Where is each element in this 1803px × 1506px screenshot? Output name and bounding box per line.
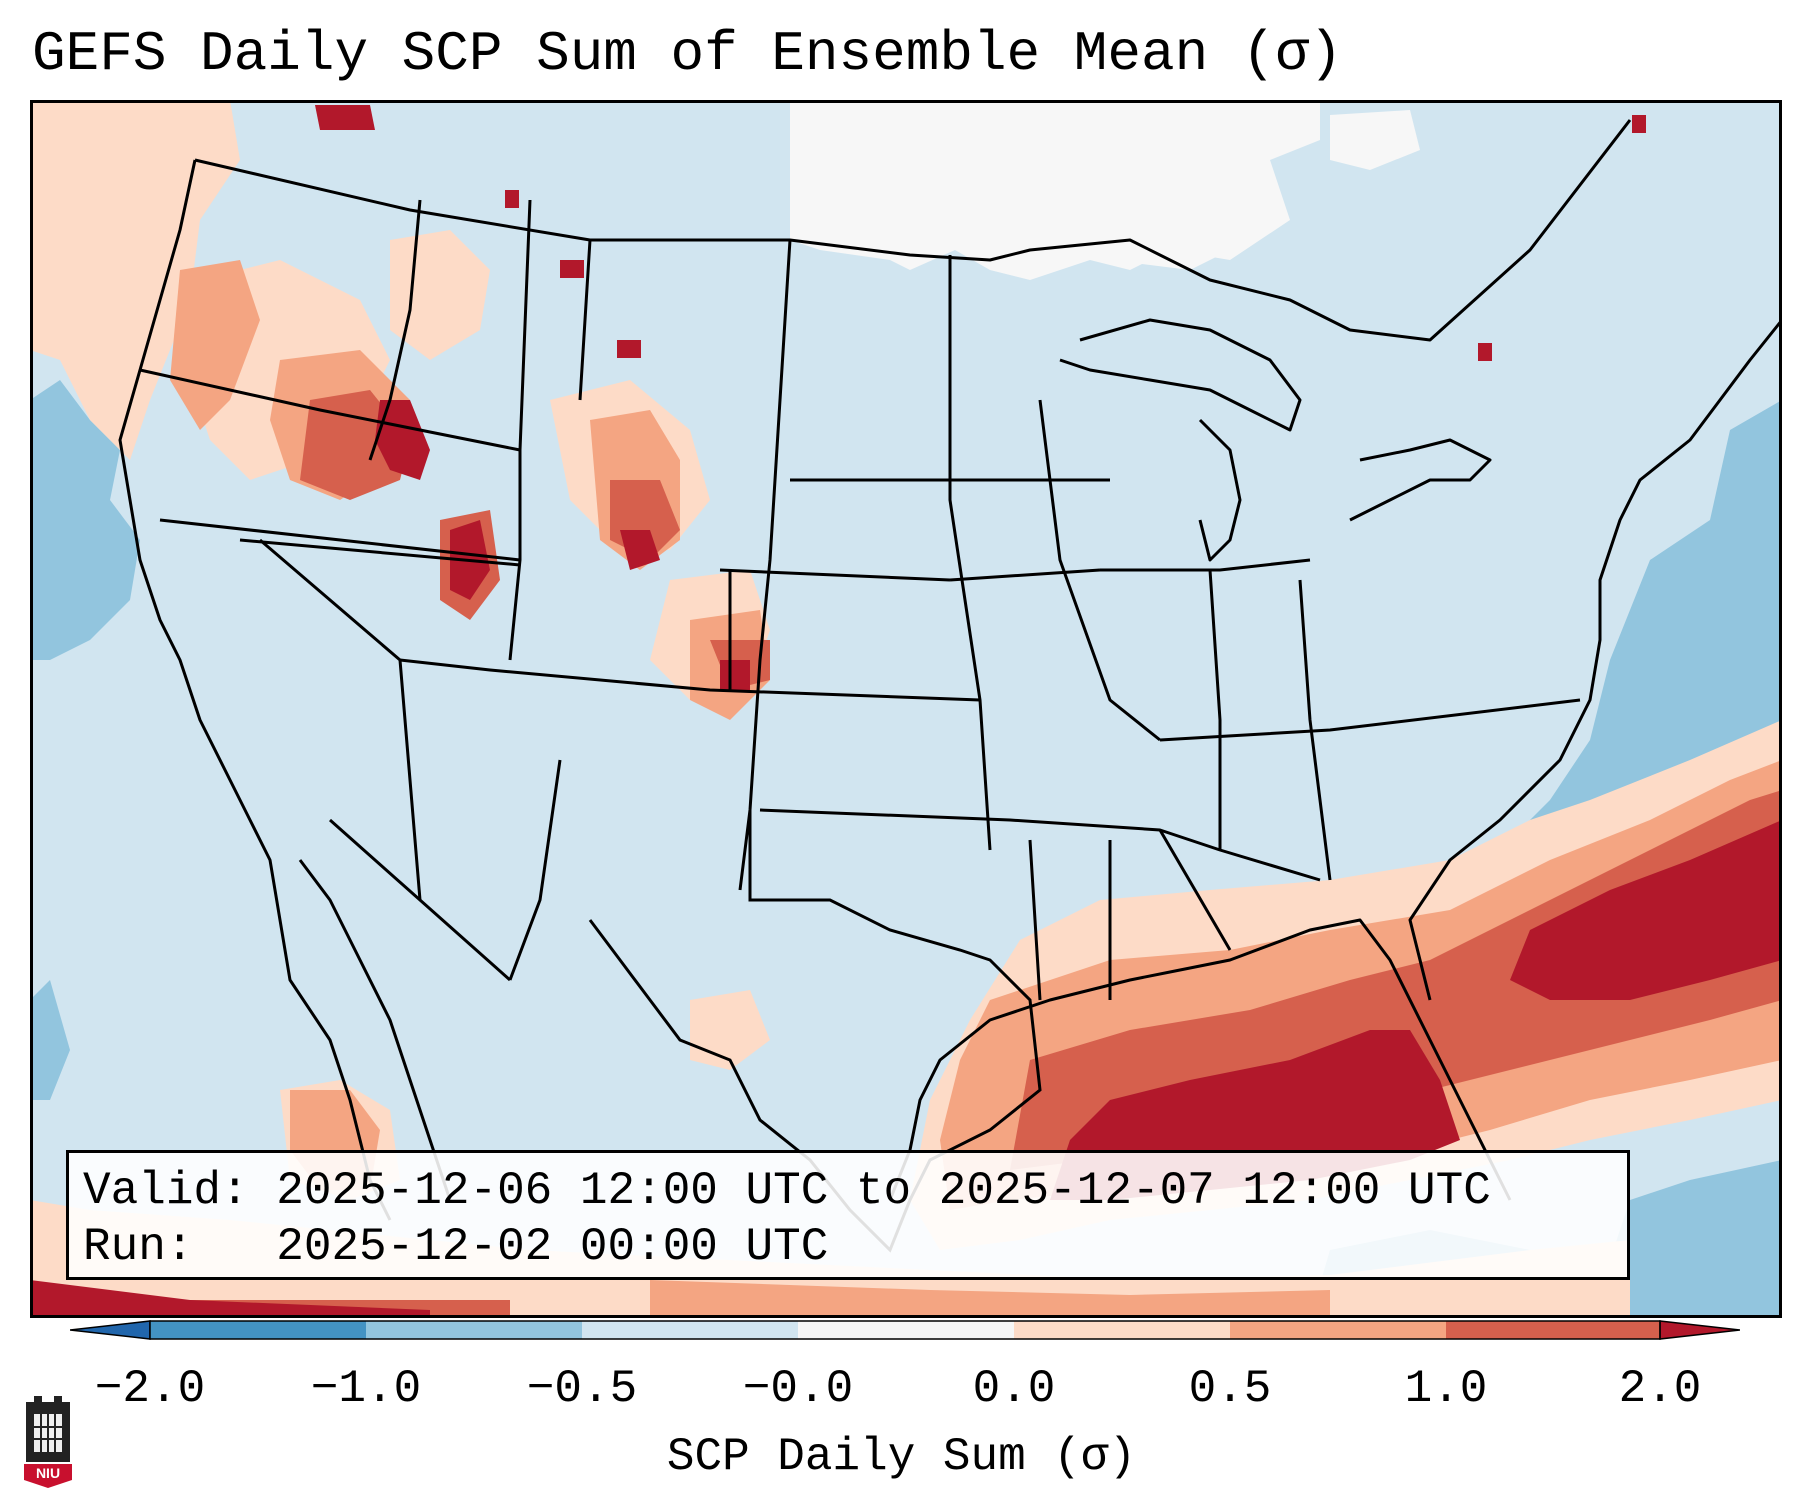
- colorbar-segment-p0-p05: [1014, 1321, 1230, 1339]
- colorbar-segment-n1-n05: [366, 1321, 582, 1339]
- valid-time-box: Valid: 2025-12-06 12:00 UTC to 2025-12-0…: [66, 1150, 1630, 1280]
- niu-logo: NIU: [24, 1396, 72, 1488]
- colorbar-extend-high: [1659, 1320, 1740, 1340]
- plot-title: GEFS Daily SCP Sum of Ensemble Mean (σ): [32, 22, 1343, 86]
- niu-logo-text: NIU: [36, 1465, 60, 1481]
- colorbar-segment-zero: [798, 1321, 1014, 1339]
- colorbar-tick-label: −1.0: [310, 1363, 422, 1415]
- near-zero-region: [790, 100, 1420, 280]
- colorbar-tick-label: 0.0: [972, 1363, 1056, 1415]
- run-time-text: Run: 2025-12-02 00:00 UTC: [83, 1221, 829, 1273]
- colorbar-tick-label: −0.5: [526, 1363, 638, 1415]
- colorbar-tick-label: 1.0: [1404, 1363, 1488, 1415]
- colorbar-segment-n05-n0: [582, 1321, 798, 1339]
- colorbar-label: SCP Daily Sum (σ): [666, 1431, 1137, 1483]
- colorbar-segment-n2-n1: [150, 1321, 366, 1339]
- boundary-lines: [118, 119, 1782, 1221]
- colorbar-segment-p1-p2: [1446, 1321, 1660, 1339]
- valid-time-text: Valid: 2025-12-06 12:00 UTC to 2025-12-0…: [83, 1165, 1491, 1217]
- colorbar-segment-p05-p1: [1230, 1321, 1446, 1339]
- colorbar-extend-low: [70, 1320, 151, 1340]
- colorbar-tick-label: 0.5: [1188, 1363, 1272, 1415]
- forecast-map: [30, 100, 1782, 1318]
- colorbar-tick-label: −2.0: [94, 1363, 206, 1415]
- map-frame: [30, 100, 1782, 1318]
- colorbar-tick-label: 2.0: [1618, 1363, 1702, 1415]
- colorbar-tick-label: −0.0: [742, 1363, 854, 1415]
- colorbar: [70, 1320, 1740, 1340]
